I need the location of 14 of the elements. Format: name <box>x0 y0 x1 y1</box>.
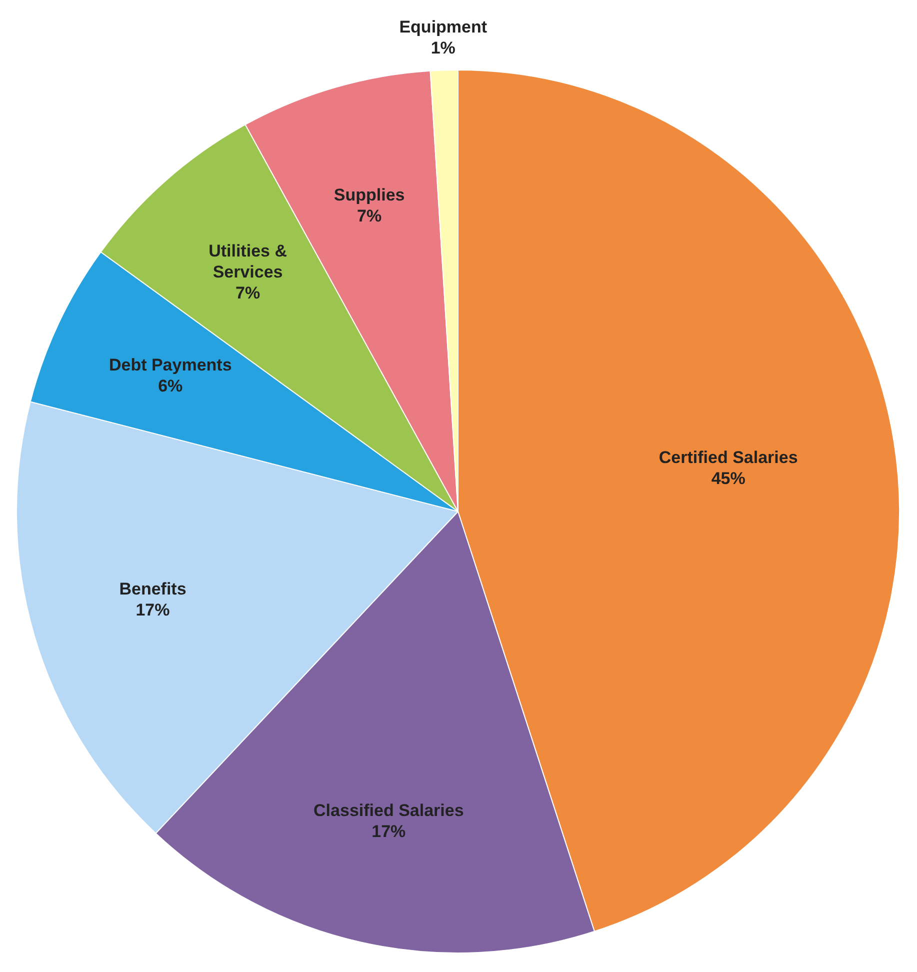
data-label: 6% <box>158 376 183 396</box>
data-label: 17% <box>136 600 170 620</box>
slice-label: Supplies <box>334 185 405 204</box>
data-label: 45% <box>711 468 746 488</box>
data-label: 1% <box>430 38 456 58</box>
data-label: 7% <box>357 206 382 226</box>
data-label: 17% <box>372 822 406 841</box>
slice-label: Equipment <box>399 17 488 36</box>
slice-label: Debt Payments <box>108 355 232 374</box>
data-label: 7% <box>235 284 260 303</box>
slice-label: Benefits <box>119 579 186 598</box>
slice-label: Certified Salaries <box>658 448 798 467</box>
slice-label: Utilities & Services <box>208 242 287 282</box>
slice-label: Classified Salaries <box>314 800 464 820</box>
